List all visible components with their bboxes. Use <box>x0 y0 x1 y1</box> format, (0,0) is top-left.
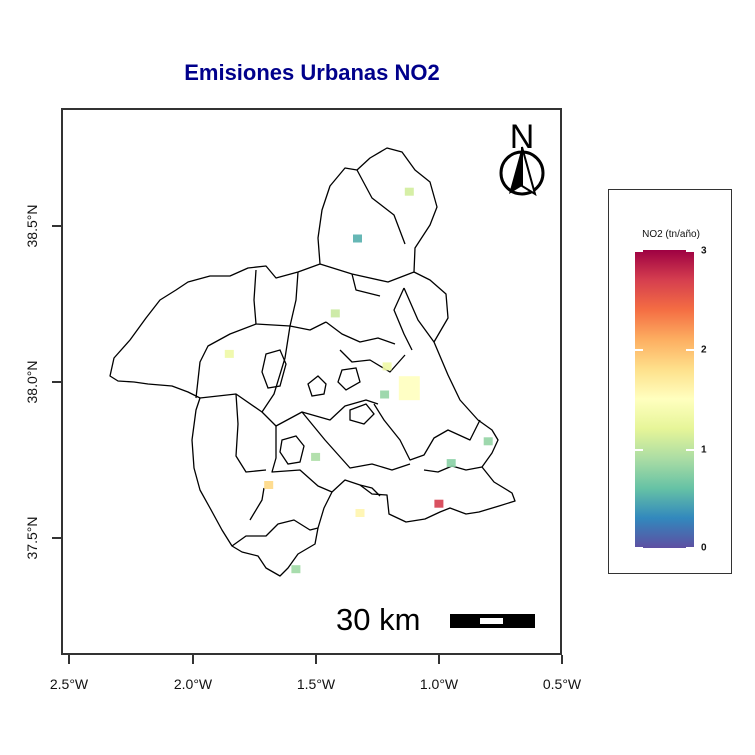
north-arrow-label: N <box>510 118 535 156</box>
emission-cell <box>434 499 444 508</box>
emission-cell <box>330 309 340 318</box>
legend-tick-label: 0 <box>701 542 707 554</box>
emission-cells <box>224 187 493 574</box>
y-tick-label: 37.5°N <box>24 516 40 560</box>
y-tick-label: 38.5°N <box>24 204 40 248</box>
legend-tick-label: 1 <box>701 444 707 456</box>
legend-tick <box>635 547 643 549</box>
legend-tick <box>686 250 694 252</box>
emission-cell <box>382 362 392 371</box>
legend-tick <box>686 349 694 351</box>
map-panel <box>61 108 562 655</box>
emission-cell <box>224 349 234 358</box>
legend-title: NO2 (tn/año) <box>642 229 700 240</box>
legend-tick <box>635 349 643 351</box>
legend-tick <box>635 449 643 451</box>
legend-colorbar <box>635 250 694 548</box>
emission-cell <box>353 234 362 243</box>
legend: NO2 (tn/año) 0 1 2 3 <box>608 189 732 574</box>
map-title: Emisiones Urbanas NO2 <box>184 60 440 85</box>
x-tick-label: 2.5°W <box>49 676 89 692</box>
x-axis-ticks <box>68 655 563 664</box>
north-arrow <box>499 146 545 197</box>
emission-cell <box>446 459 456 468</box>
emission-cell <box>264 481 274 489</box>
municipality-boundaries <box>195 169 483 547</box>
legend-tick-label: 2 <box>701 344 707 356</box>
scale-bar-label: 30 km <box>336 602 421 637</box>
legend-tick-label: 3 <box>701 245 707 257</box>
scale-bar <box>450 614 535 628</box>
enclaves <box>261 349 375 465</box>
x-tick-label: 0.5°W <box>542 676 582 692</box>
emission-cell <box>291 565 301 574</box>
emission-cell <box>355 509 365 517</box>
y-axis-ticks <box>52 225 61 539</box>
legend-tick <box>686 547 694 549</box>
region-outline <box>109 147 516 577</box>
x-tick-label: 2.0°W <box>173 676 213 692</box>
emission-cell <box>404 187 414 196</box>
legend-tick <box>686 449 694 451</box>
emission-cell <box>311 452 321 461</box>
legend-tick <box>635 250 643 252</box>
emission-cell <box>398 376 420 401</box>
emission-cell <box>483 437 493 446</box>
emission-cell <box>380 390 390 399</box>
y-tick-label: 38.0°N <box>24 360 40 404</box>
x-tick-label: 1.5°W <box>296 676 336 692</box>
x-tick-label: 1.0°W <box>419 676 459 692</box>
